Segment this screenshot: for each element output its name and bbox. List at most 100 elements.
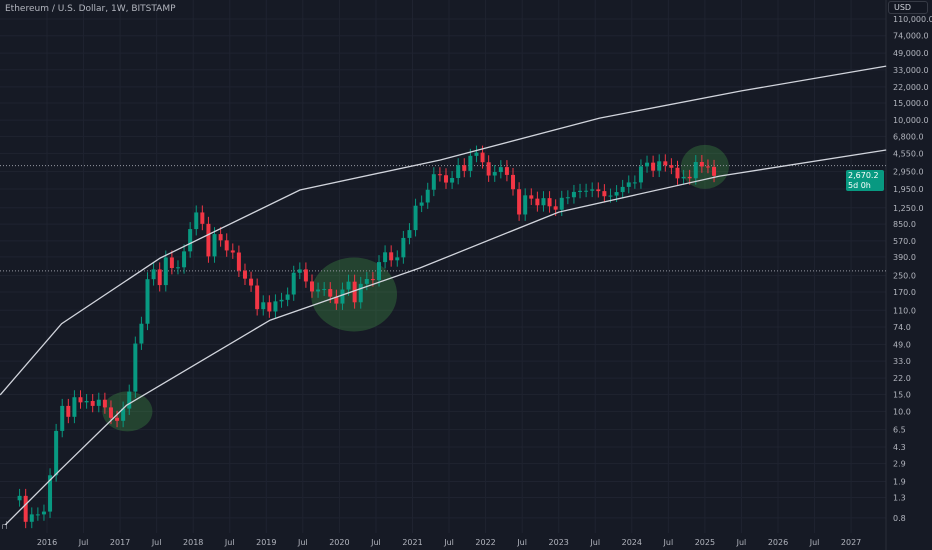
y-tick-label: 10.0 [893,407,911,416]
candle [72,390,77,424]
candle-body [383,252,388,263]
candle-body [535,198,540,206]
candle [175,260,180,275]
candle [517,182,522,221]
candle [224,233,229,257]
candle-body [163,257,168,286]
x-tick-label: 2018 [183,538,203,547]
x-tick-label: 2022 [475,538,495,547]
candle-body [145,279,150,324]
candle [571,184,576,204]
candle [236,245,241,277]
candle [334,289,339,310]
candle [699,155,704,173]
candle [182,244,187,274]
y-tick-label: 390.0 [893,253,916,262]
tradingview-logo-icon[interactable]: ⑁ [1,518,9,532]
candle [54,423,59,482]
candle-body [255,285,260,310]
candle [511,167,516,196]
candle [602,184,607,203]
candle-body [242,270,247,279]
candle [279,292,284,308]
candle [431,167,436,197]
candle-body [84,401,89,403]
last-price-label: 2,670.2 5d 0h [846,170,884,191]
candle [352,274,357,309]
x-tick-label: Jul [736,538,747,547]
candle-body [279,299,284,302]
candle-body [450,177,455,183]
candle-body [127,391,132,409]
candle [157,262,162,292]
candle-body [529,195,534,199]
candle [389,245,394,267]
candle [291,265,296,301]
candle-body [699,162,704,167]
candle [212,227,217,263]
candle-body [687,176,692,179]
candle-body [705,166,710,168]
candle-body [96,399,101,406]
candle [492,165,497,182]
candle-body [620,186,625,193]
candle-body [657,161,662,171]
candle [102,392,107,414]
candle-body [419,202,424,206]
candle [188,222,193,258]
candle [249,271,254,292]
candle [523,188,528,221]
candle-body [486,162,491,176]
candle [419,195,424,213]
candle [693,155,698,185]
candle-body [669,165,674,168]
candle-body [626,182,631,187]
y-tick-label: 6,800.0 [893,132,924,141]
candle [242,263,247,286]
candle-body [267,302,272,312]
candle-body [645,162,650,167]
candle-body [121,408,126,421]
candle-body [693,162,698,179]
candle-body [273,301,278,312]
candle-body [584,190,589,192]
candle [322,282,327,296]
candle [297,262,302,280]
candle-body [480,152,485,163]
candle [96,392,101,413]
currency-button[interactable]: USD [888,1,928,14]
candle-body [322,289,327,291]
candle [675,160,680,185]
x-tick-label: 2025 [695,538,715,547]
candle [200,205,205,231]
y-tick-label: 10,000.0 [893,116,929,125]
candle-body [407,230,412,238]
y-tick-label: 1.3 [893,493,906,502]
candle-body [651,162,656,171]
x-tick-label: Jul [297,538,308,547]
candle-body [224,240,229,251]
candle [705,159,710,174]
y-tick-label: 1.9 [893,477,906,486]
candle [395,250,400,267]
candle [48,468,53,518]
candle-body [596,189,601,192]
candle-body [340,289,345,304]
candle-body [602,191,607,197]
y-tick-label: 110.0 [893,306,916,315]
y-tick-label: 2.9 [893,460,906,469]
y-tick-label: 22.0 [893,374,911,383]
x-tick-label: 2020 [329,538,349,547]
candle-body [157,269,162,286]
x-tick-label: Jul [78,538,89,547]
candle-body [200,212,205,224]
candle-body [212,234,217,257]
candle [255,278,260,316]
candle [151,262,156,286]
y-tick-label: 74,000.0 [893,32,929,41]
candle [17,488,22,507]
candle-body [297,269,302,273]
candle-body [352,281,357,303]
candle [638,159,643,189]
